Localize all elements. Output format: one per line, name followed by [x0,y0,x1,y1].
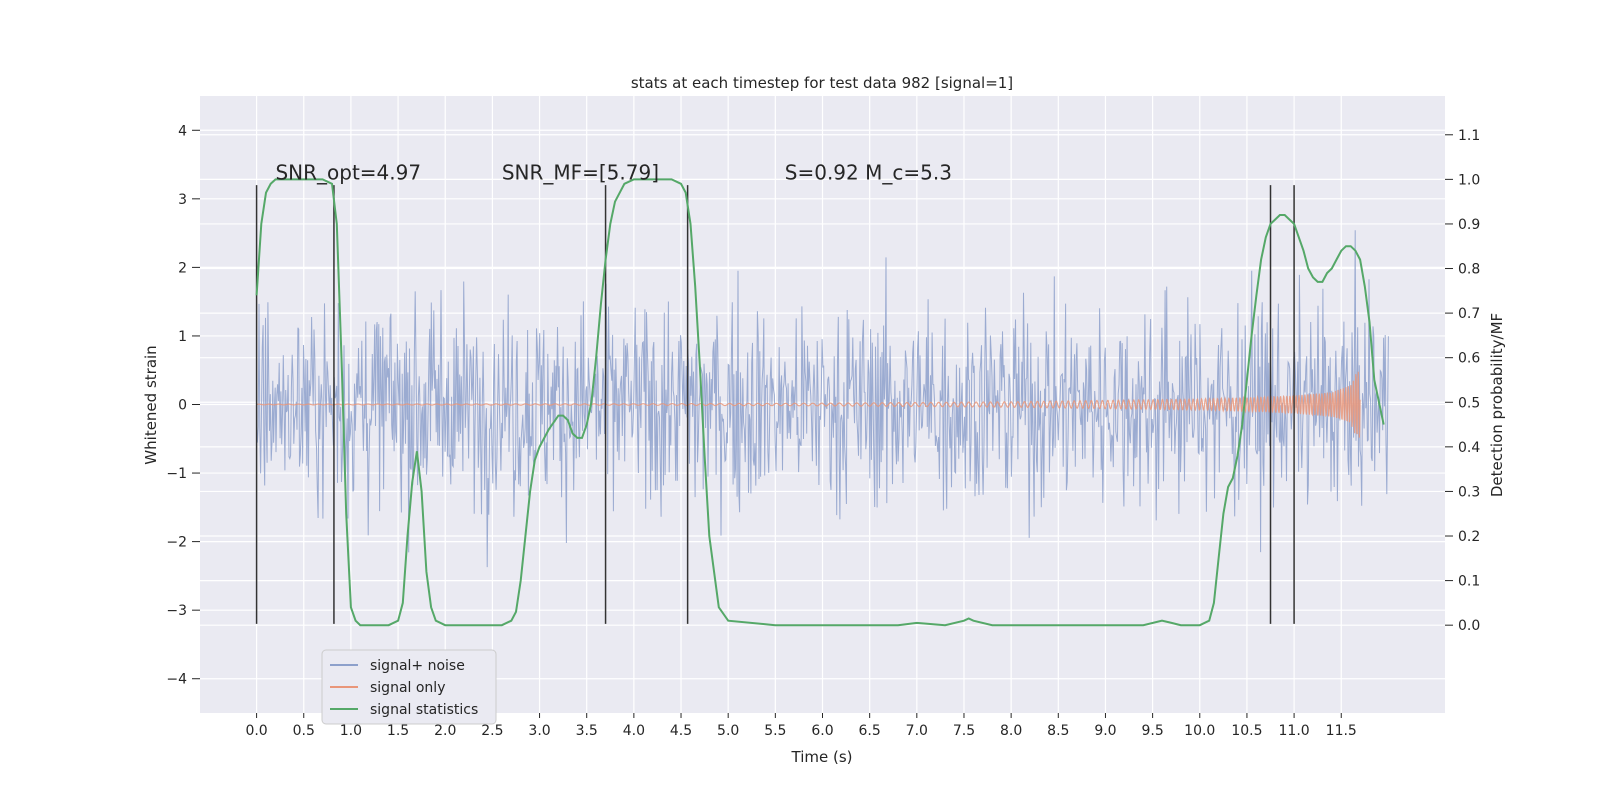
x-tick-label-19: 9.5 [1141,723,1163,739]
noise-line [256,230,1389,568]
yr-tick-label-11: 1.1 [1458,128,1480,144]
yl-tick-label-0: −4 [166,672,187,688]
x-tick-label-5: 2.5 [481,723,503,739]
x-tick-label-22: 11.0 [1279,723,1310,739]
y-left-axis-ticks: −4 −3 −2 −1 0 1 2 3 4 [166,123,200,688]
chart-title: stats at each timestep for test data 982… [631,74,1013,92]
x-tick-label-0: 0.0 [245,723,267,739]
yl-tick-label-5: 1 [178,329,187,345]
x-tick-label-10: 5.0 [717,723,739,739]
x-tick-label-7: 3.5 [576,723,598,739]
yl-tick-label-7: 3 [178,192,187,208]
yl-tick-label-3: −1 [166,466,187,482]
yr-tick-label-10: 1.0 [1458,172,1480,188]
x-axis-ticks: 0.0 0.5 1.0 1.5 2.0 2.5 3.0 3.5 4.0 4.5 5.0 5.5 6.0 6… [245,713,1357,739]
legend-label-0: signal+ noise [370,658,465,674]
x-tick-label-1: 0.5 [293,723,315,739]
legend: signal+ noise signal only signal statistic… [321,649,497,725]
series-signal-only [256,371,1361,438]
yr-tick-label-6: 0.6 [1458,351,1480,367]
annotations: SNR_opt=4.97 SNR_MF=[5.79] S=0.92 M_c=5.3 [275,160,951,184]
annotation-2: S=0.92 M_c=5.3 [785,160,952,184]
yl-tick-label-8: 4 [178,123,187,139]
x-axis-label: Time (s) [791,748,853,766]
x-tick-label-15: 7.5 [953,723,975,739]
yr-tick-label-4: 0.4 [1458,440,1480,456]
x-tick-label-6: 3.0 [528,723,550,739]
y-right-axis-ticks: 0.0 0.1 0.2 0.3 0.4 0.5 0.6 0.7 0.8 0.9 1.0 1.1 [1445,128,1480,634]
yr-tick-label-5: 0.5 [1458,395,1480,411]
yr-tick-label-8: 0.8 [1458,262,1480,278]
x-tick-label-14: 7.0 [906,723,928,739]
yr-tick-label-1: 0.1 [1458,574,1480,590]
yr-tick-label-7: 0.7 [1458,306,1480,322]
x-tick-label-4: 2.0 [434,723,456,739]
legend-label-1: signal only [370,680,445,696]
y-right-axis-label: Detection probability/MF [1488,313,1506,497]
yl-tick-label-6: 2 [178,260,187,276]
yr-tick-label-9: 0.9 [1458,217,1480,233]
legend-box [321,649,497,725]
series-signal-noise [256,230,1389,568]
x-tick-label-20: 10.0 [1184,723,1215,739]
annotation-1: SNR_MF=[5.79] [502,160,659,184]
x-tick-label-11: 5.5 [764,723,786,739]
signal-line [256,371,1361,438]
y-left-axis-label: Whitened strain [142,345,160,464]
x-tick-label-23: 11.5 [1326,723,1357,739]
x-tick-label-17: 8.5 [1047,723,1069,739]
x-tick-label-2: 1.0 [340,723,362,739]
series-signal-statistics [255,178,1385,627]
legend-label-2: signal statistics [370,702,478,718]
detection-markers [255,185,1295,624]
yl-tick-label-4: 0 [178,398,187,414]
yl-tick-label-1: −3 [166,603,187,619]
x-tick-label-18: 9.0 [1094,723,1116,739]
x-tick-label-8: 4.0 [623,723,645,739]
yr-tick-label-3: 0.3 [1458,484,1480,500]
x-tick-label-13: 6.5 [859,723,881,739]
yr-tick-label-2: 0.2 [1458,529,1480,545]
annotation-0: SNR_opt=4.97 [275,160,421,184]
x-tick-label-3: 1.5 [387,723,409,739]
stat-line [255,178,1385,627]
yr-tick-label-0: 0.0 [1458,618,1480,634]
x-tick-label-12: 6.0 [811,723,833,739]
yl-tick-label-2: −2 [166,535,187,551]
x-tick-label-9: 4.5 [670,723,692,739]
x-tick-label-16: 8.0 [1000,723,1022,739]
x-tick-label-21: 10.5 [1231,723,1262,739]
